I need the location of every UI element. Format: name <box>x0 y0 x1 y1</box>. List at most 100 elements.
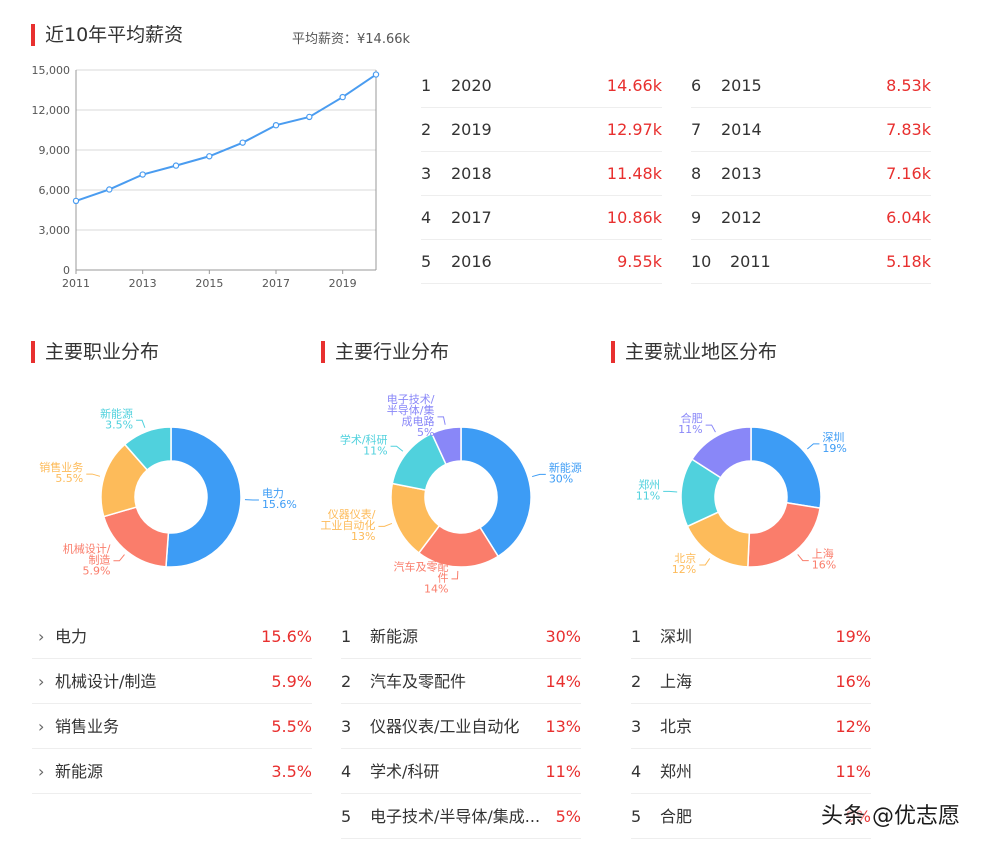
occupation-list: › 电力 15.6% › 机械设计/制造 5.9% › 销售业务 5.5% › 新能源 3.5% <box>32 614 312 794</box>
salary-rank: 7 <box>691 120 702 139</box>
industry-list-item: 2 汽车及零配件 14% <box>341 659 581 704</box>
chevron-right-icon: › <box>38 762 45 781</box>
chevron-right-icon: › <box>38 717 45 736</box>
salary-rank: 3 <box>421 164 432 183</box>
region-percent: 16% <box>835 672 871 691</box>
x-tick-label: 2019 <box>329 277 357 290</box>
occupation-list-item[interactable]: › 电力 15.6% <box>32 614 312 659</box>
industry-list-item: 5 电子技术/半导体/集成... 5% <box>341 794 581 839</box>
region-rank: 2 <box>631 672 642 691</box>
region-percent: 9% <box>845 807 871 826</box>
salary-rank: 5 <box>421 252 432 271</box>
slice-label: 合肥 11% <box>678 411 702 436</box>
industry-rank: 1 <box>341 627 352 646</box>
donut-slice <box>430 426 462 466</box>
industry-list-item: 3 仪器仪表/工业自动化 13% <box>341 704 581 749</box>
industry-name: 新能源 <box>370 627 419 646</box>
salary-value: 10.86k <box>606 208 662 227</box>
label-leader-line <box>86 473 101 477</box>
salary-point <box>339 93 346 101</box>
label-leader-line <box>390 445 404 452</box>
region-list-item: 5 合肥 9% <box>631 794 871 839</box>
slice-label: 电力 15.6% <box>262 487 297 511</box>
label-leader-line <box>705 424 716 433</box>
salary-year: 2015 <box>721 76 762 95</box>
donut-slice <box>165 426 242 568</box>
salary-section-title: 近10年平均薪资 <box>31 23 183 47</box>
label-leader-line <box>136 419 146 428</box>
salary-value: 5.18k <box>886 252 931 271</box>
salary-point <box>172 162 180 169</box>
slice-label: 郑州 11% <box>636 477 660 502</box>
salary-value: 11.48k <box>606 164 662 183</box>
salary-point <box>206 153 213 160</box>
slice-label: 新能源 3.5% <box>100 406 133 431</box>
y-tick-label: 15,000 <box>32 64 71 77</box>
salary-point <box>72 197 80 205</box>
slice-label: 学术/科研 11% <box>340 432 388 457</box>
region-percent: 12% <box>835 717 871 736</box>
industry-percent: 5% <box>555 807 581 826</box>
x-tick-label: 2011 <box>62 277 90 290</box>
salary-line-chart: 0 3,000 6,000 9,000 12,000 15,000 2011 2013 2015… <box>32 64 380 290</box>
slice-label: 仪器仪表/工业自动化 13% <box>320 507 375 543</box>
salary-row: 7 2014 7.83k <box>691 108 931 152</box>
region-rank: 3 <box>631 717 642 736</box>
chevron-right-icon: › <box>38 627 45 646</box>
industry-rank: 4 <box>341 762 352 781</box>
salary-rank: 2 <box>421 120 432 139</box>
industry-list-item: 1 新能源 30% <box>341 614 581 659</box>
salary-year: 2017 <box>451 208 492 227</box>
salary-year: 2020 <box>451 76 492 95</box>
y-tick-label: 12,000 <box>32 104 71 117</box>
salary-year: 2011 <box>730 252 771 271</box>
label-leader-line <box>663 490 678 493</box>
label-leader-line <box>437 416 446 425</box>
slice-label: 电子技术/半导体/集成电路 5% <box>387 393 435 439</box>
industry-list-item: 4 学术/科研 11% <box>341 749 581 794</box>
salary-point <box>106 186 113 193</box>
salary-rank: 4 <box>421 208 432 227</box>
salary-point <box>372 71 380 78</box>
salary-rank: 8 <box>691 164 702 183</box>
region-name: 北京 <box>660 717 693 736</box>
donut-slice <box>123 426 172 472</box>
watermark: 头条 @优志愿 <box>821 804 960 829</box>
region-rank: 4 <box>631 762 642 781</box>
region-name: 上海 <box>660 672 693 691</box>
region-name: 合肥 <box>660 807 693 826</box>
salary-rank: 9 <box>691 208 702 227</box>
occupation-list-item[interactable]: › 销售业务 5.5% <box>32 704 312 749</box>
salary-point <box>306 113 313 121</box>
donut-slice <box>747 501 821 568</box>
region-list-item: 1 深圳 19% <box>631 614 871 659</box>
occupation-list-item[interactable]: › 新能源 3.5% <box>32 749 312 794</box>
region-name: 郑州 <box>660 762 693 781</box>
donut-slice <box>102 506 170 568</box>
salary-row: 9 2012 6.04k <box>691 196 931 240</box>
region-section-title: 主要就业地区分布 <box>611 340 777 364</box>
salary-value: 12.97k <box>606 120 662 139</box>
salary-rank: 6 <box>691 76 702 95</box>
salary-point <box>272 121 280 129</box>
salary-row: 8 2013 7.16k <box>691 152 931 196</box>
occupation-list-item[interactable]: › 机械设计/制造 5.9% <box>32 659 312 704</box>
industry-list: 1 新能源 30% 2 汽车及零配件 14% 3 仪器仪表/工业自动化 13% 4 学术/科研 11%… <box>341 614 581 839</box>
x-tick-label: 2015 <box>195 277 223 290</box>
label-leader-line <box>531 473 546 478</box>
industry-rank: 2 <box>341 672 352 691</box>
region-percent: 19% <box>835 627 871 646</box>
region-rank: 5 <box>631 807 642 826</box>
salary-value: 9.55k <box>617 252 662 271</box>
salary-rank: 1 <box>421 76 432 95</box>
salary-row: 6 2015 8.53k <box>691 64 931 108</box>
salary-row: 5 2016 9.55k <box>421 240 662 284</box>
label-leader-line <box>451 570 459 580</box>
salary-year: 2019 <box>451 120 492 139</box>
occupation-percent: 5.9% <box>271 672 312 691</box>
industry-percent: 14% <box>545 672 581 691</box>
occupation-name: 新能源 <box>55 762 104 781</box>
occupation-percent: 5.5% <box>271 717 312 736</box>
donut-slice <box>750 426 822 509</box>
slice-label: 深圳 19% <box>822 431 846 455</box>
